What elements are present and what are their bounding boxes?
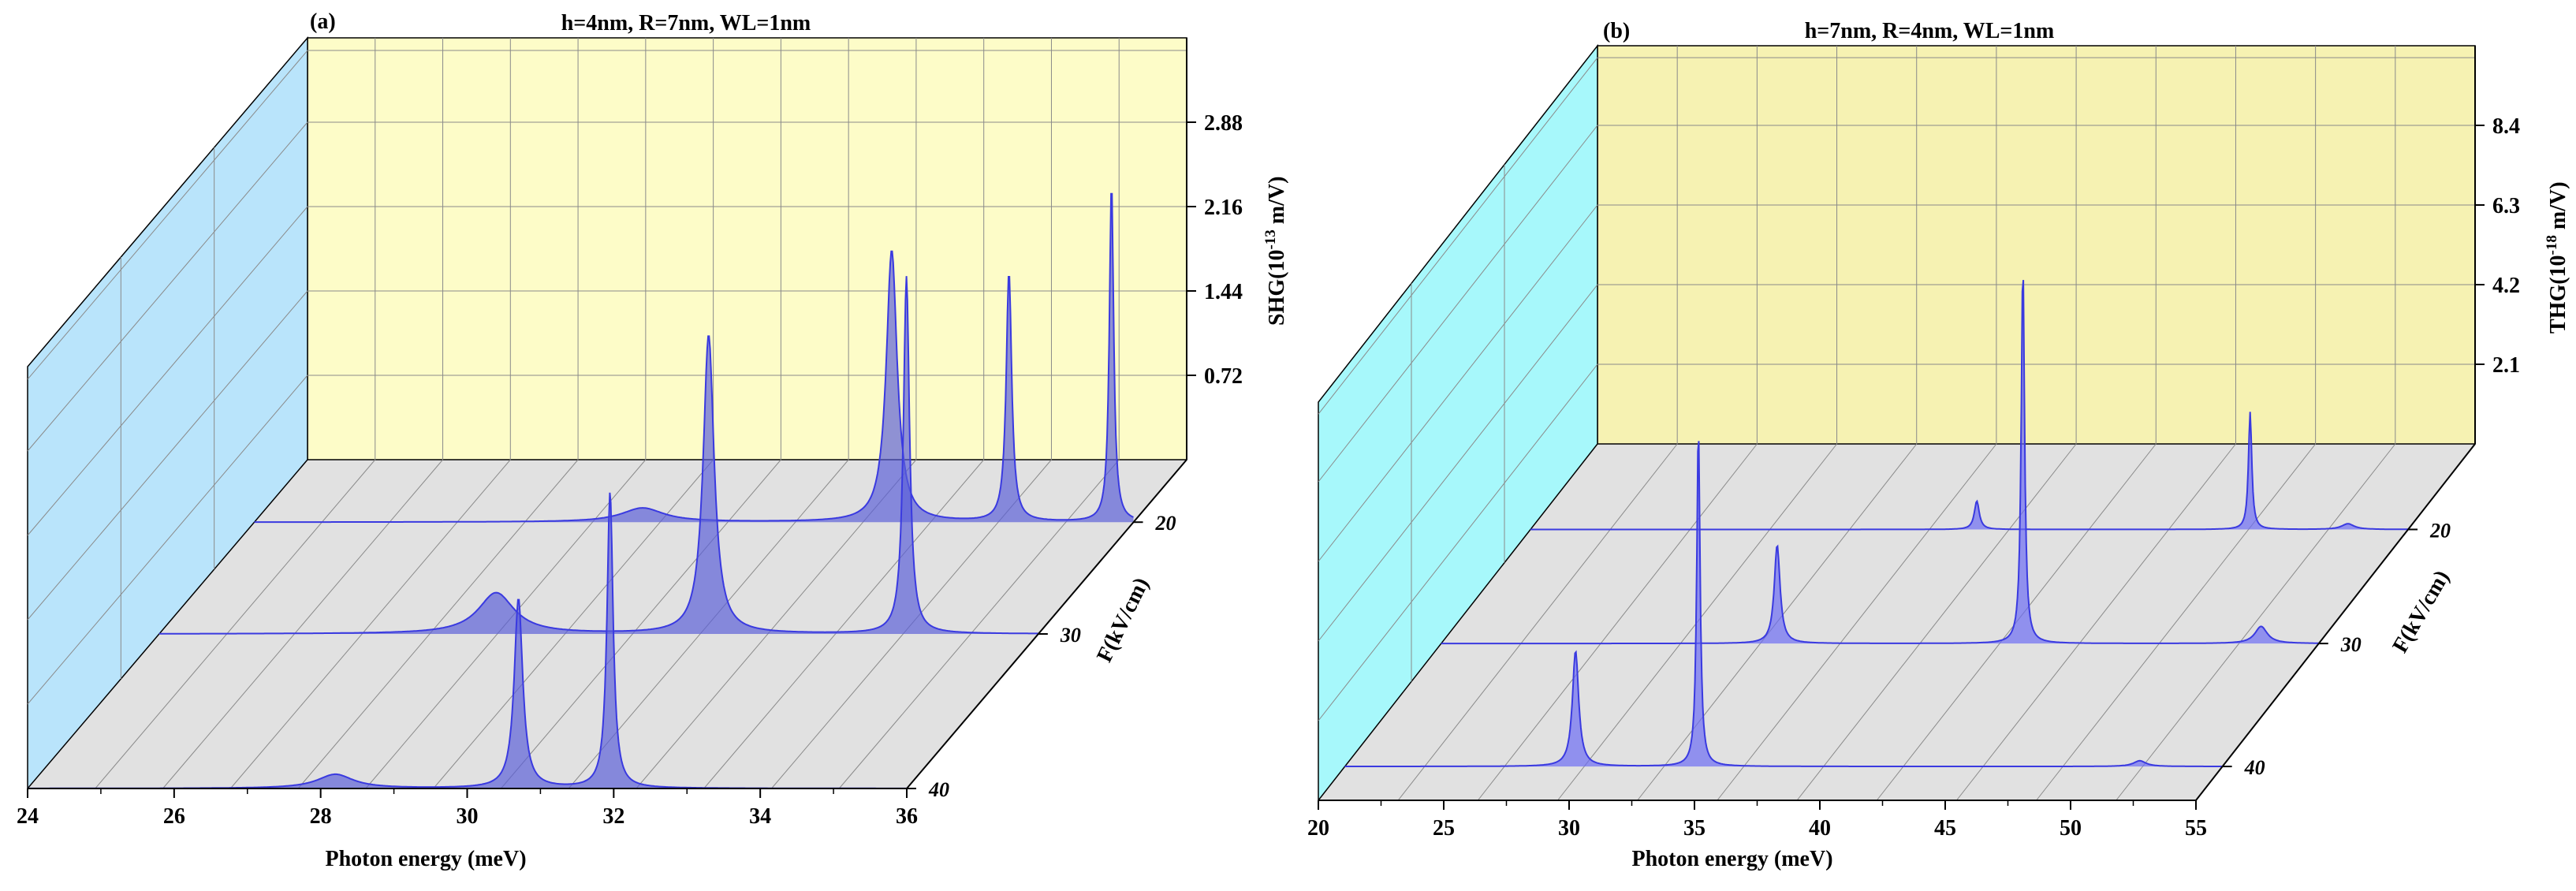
floor-gridline [297, 459, 579, 789]
side-wall-gridline [1318, 363, 1598, 721]
panel-b-xlabel: Photon energy (meV) [1631, 847, 1832, 871]
series-line-30 [158, 276, 1038, 635]
floor-gridline [2116, 443, 2396, 801]
panel-b-axes [1318, 46, 2485, 810]
floor-gridline [1956, 443, 2236, 801]
side-wall-gridline [1318, 284, 1598, 642]
y-tick-label: 8.4 [2492, 114, 2520, 139]
x-tick-label: 36 [896, 804, 918, 829]
x-tick-label: 20 [1307, 816, 1329, 841]
floor-gridline [1717, 443, 1997, 801]
side-wall-gridline [1318, 125, 1598, 483]
back-wall [1597, 45, 2476, 445]
y-tick-label: 1.44 [1204, 280, 1243, 304]
floor-gridline [501, 459, 781, 789]
floor-gridline [162, 459, 443, 789]
z-tick-label: 20 [2429, 519, 2451, 542]
y-tick-label: 2.88 [1204, 111, 1243, 136]
z-axis-line [906, 459, 1187, 789]
floor-gridline [1477, 443, 1758, 801]
panel-b-walls [1318, 43, 2476, 803]
x-tick-label: 28 [310, 804, 332, 829]
panel-b-title: h=7nm, R=4nm, WL=1nm [1805, 19, 2055, 43]
x-tick-label: 24 [17, 804, 39, 829]
z-tick-label: 40 [928, 778, 949, 801]
floor-gridline [1397, 443, 1678, 801]
x-tick-label: 30 [457, 804, 479, 829]
y-tick-label: 0.72 [1204, 364, 1243, 389]
z-tick-label: 20 [1155, 512, 1176, 535]
floor-gridline [95, 459, 376, 789]
y-tick-label: 2.16 [1204, 196, 1243, 220]
side-wall-gridline [27, 121, 308, 452]
y-tick-label: 4.2 [2492, 274, 2520, 298]
side-wall-gridline [27, 375, 308, 705]
back-wall [307, 37, 1187, 460]
floor-gridline [838, 459, 1120, 789]
floor-gridline [703, 459, 985, 789]
x-tick-label: 25 [1433, 816, 1455, 841]
floor-gridline [229, 459, 511, 789]
series-line-40 [1344, 441, 2223, 767]
x-tick-label: 55 [2185, 816, 2207, 841]
panel-a-label: (a) [310, 9, 336, 34]
panel-a: 24 26 28 30 32 34 36 0.72 1.44 2.16 2.88 20 30 40 (a)… [17, 9, 1289, 871]
x-tick-label: 34 [749, 804, 771, 829]
x-tick-label: 26 [163, 804, 185, 829]
z-tick-label: 40 [2244, 756, 2265, 779]
series-line-20 [254, 192, 1134, 524]
panel-b-label: (b) [1603, 19, 1630, 43]
y-tick-label: 2.1 [2492, 353, 2520, 378]
side-wall-gridline [1318, 57, 1598, 415]
x-tick-label: 50 [2060, 816, 2082, 841]
side-wall-gridline [27, 290, 308, 621]
x-tick-label: 35 [1683, 816, 1706, 841]
floor-gridline [2036, 443, 2317, 801]
x-tick-label: 30 [1558, 816, 1580, 841]
panel-b-zlabel: F(kV/cm) [2388, 566, 2454, 657]
panel-a-ylabel: SHG(10-13 m/V) [1262, 177, 1289, 326]
z-tick-label: 30 [2340, 633, 2362, 656]
panel-a-xlabel: Photon energy (meV) [325, 847, 526, 871]
x-tick-label: 40 [1809, 816, 1831, 841]
panel-a-axes [27, 38, 1196, 798]
x-tick-label: 45 [1934, 816, 1956, 841]
panel-b-tick-labels: 20 25 30 35 40 45 50 55 2.1 4.2 6.3 8.4 20 30 40 [1307, 114, 2520, 841]
z-axis-line [2195, 443, 2476, 801]
panel-a-title: h=4nm, R=7nm, WL=1nm [561, 11, 811, 35]
y-tick-label: 6.3 [2492, 194, 2520, 218]
panel-a-zlabel: F(kV/cm) [1092, 574, 1154, 666]
floor-gridline [1796, 443, 2077, 801]
series-line-30 [1441, 280, 2319, 645]
z-tick-label: 30 [1060, 624, 1081, 647]
panel-a-tick-labels: 24 26 28 30 32 34 36 0.72 1.44 2.16 2.88 20 30 40 [17, 111, 1243, 829]
panel-b-ylabel: THG(10-18 m/V) [2544, 181, 2570, 334]
panel-a-walls [27, 35, 1187, 791]
x-tick-label: 32 [602, 804, 624, 829]
side-wall-gridline [27, 206, 308, 536]
series-line-20 [1530, 412, 2408, 531]
panel-b-curves [1344, 280, 2408, 767]
side-wall-gridline [1318, 204, 1598, 562]
panel-b: 20 25 30 35 40 45 50 55 2.1 4.2 6.3 8.4 20 30 40 (b) h… [1307, 19, 2570, 871]
side-wall-gridline [27, 50, 308, 380]
